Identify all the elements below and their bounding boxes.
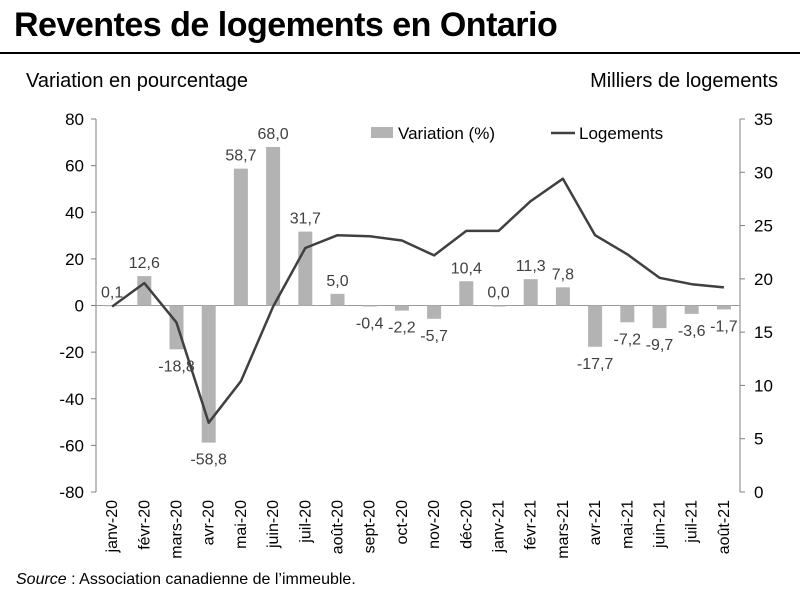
left-tick-label: 20 [65, 250, 84, 269]
bar-variation [298, 231, 313, 306]
x-tick-label: janv-21 [491, 500, 508, 554]
bar-variation [620, 305, 635, 323]
right-tick-label: 25 [754, 217, 773, 236]
bar-data-label: -18,8 [158, 358, 195, 375]
legend-label-variation: Variation (%) [398, 124, 495, 143]
x-tick-label: mai-20 [233, 500, 250, 549]
bar-variation [523, 279, 538, 306]
x-tick-label: avr-21 [587, 500, 604, 545]
bar-variation [394, 305, 409, 311]
bar-data-label: -1,7 [710, 318, 738, 335]
left-tick-label: 80 [65, 110, 84, 129]
bar-variation [169, 305, 184, 350]
chart-title: Reventes de logements en Ontario [14, 6, 558, 44]
right-tick-label: 30 [754, 163, 773, 182]
bar-data-label: -58,8 [190, 452, 227, 469]
legend-swatch-variation [371, 127, 393, 138]
bar-variation [137, 276, 152, 306]
right-tick-label: 35 [754, 110, 773, 129]
bar-variation [555, 287, 570, 306]
right-tick-label: 10 [754, 376, 773, 395]
bar-variation [491, 305, 506, 307]
bar-data-label: 5,0 [326, 273, 348, 290]
x-tick-label: juil-20 [297, 500, 314, 544]
x-tick-label: août-20 [330, 500, 347, 554]
legend-label-logements: Logements [579, 124, 663, 143]
x-tick-label: juin-20 [265, 500, 282, 549]
x-tick-label: déc-20 [458, 500, 475, 549]
left-axis-title: Variation en pourcentage [26, 70, 249, 92]
bar-data-label: -3,6 [678, 323, 706, 340]
bar-data-label: -0,4 [356, 315, 384, 332]
left-tick-label: -40 [59, 390, 84, 409]
bar-variation [266, 146, 281, 306]
right-tick-label: 15 [754, 323, 773, 342]
left-tick-label: 60 [65, 157, 84, 176]
source-label: Source [16, 571, 67, 588]
x-tick-label: juin-21 [652, 500, 669, 549]
bar-data-label: 0,0 [487, 285, 509, 302]
x-tick-label: févr-20 [136, 500, 153, 550]
bar-data-label: -7,2 [614, 331, 642, 348]
x-tick-label: mai-21 [619, 500, 636, 549]
title-underline [0, 52, 800, 54]
bar-variation [427, 305, 442, 319]
right-tick-label: 5 [754, 430, 763, 449]
left-tick-label: -60 [59, 436, 84, 455]
bar-data-label: -5,7 [420, 328, 448, 345]
bar-variation [233, 168, 248, 306]
bar-variation [459, 281, 474, 306]
bar-variation [652, 305, 667, 329]
source-text: : Association canadienne de l’immeuble. [66, 571, 356, 588]
x-tick-label: janv-20 [104, 500, 121, 554]
bar-data-label: -9,7 [646, 337, 674, 354]
right-tick-label: 20 [754, 270, 773, 289]
bar-data-label: 58,7 [225, 148, 256, 165]
x-tick-label: nov-20 [426, 500, 443, 549]
left-tick-label: 0 [75, 297, 84, 316]
bar-variation [362, 305, 377, 307]
bar-data-label: 11,3 [516, 258, 546, 275]
x-tick-label: oct-20 [394, 500, 411, 545]
bar-data-label: 12,6 [129, 255, 160, 272]
bar-data-label: -17,7 [577, 356, 614, 373]
bar-data-label: -2,2 [388, 320, 416, 337]
left-tick-label: 40 [65, 203, 84, 222]
x-tick-label: avr-20 [201, 500, 218, 545]
bar-data-label: 7,8 [552, 266, 574, 283]
source-note: Source : Association canadienne de l’imm… [16, 571, 356, 589]
x-tick-label: août-21 [716, 500, 733, 554]
line-logements [111, 177, 725, 424]
left-tick-label: -20 [59, 343, 84, 362]
x-tick-label: mars-20 [169, 500, 186, 559]
right-tick-label: 0 [754, 483, 763, 502]
x-tick-label: juil-21 [684, 500, 701, 544]
bar-data-label: 10,4 [451, 260, 482, 277]
bar-variation [588, 305, 603, 347]
bar-variation [716, 305, 731, 310]
bar-data-label: 0,1 [101, 285, 123, 302]
right-axis-title: Milliers de logements [590, 70, 778, 92]
bar-variation [330, 293, 345, 306]
bar-variation [684, 305, 699, 314]
bar-data-label: 68,0 [258, 126, 289, 143]
x-tick-label: mars-21 [555, 500, 572, 559]
x-tick-label: févr-21 [523, 500, 540, 550]
x-tick-label: sept-20 [362, 500, 379, 553]
left-tick-label: -80 [59, 483, 84, 502]
bar-data-label: 31,7 [290, 211, 321, 228]
